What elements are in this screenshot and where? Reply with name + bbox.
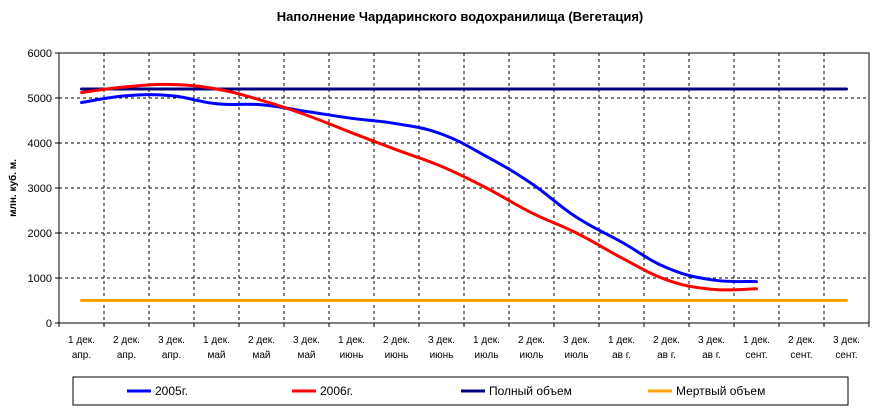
x-tick-label: 2 дек. <box>248 335 275 346</box>
x-tick-label: 3 дек. <box>158 335 185 346</box>
x-tick-label: 1 дек. <box>743 335 770 346</box>
y-tick-label: 3000 <box>28 183 52 195</box>
x-tick-label: 1 дек. <box>203 335 230 346</box>
x-tick-label: 2 дек. <box>113 335 140 346</box>
legend: 2005г. 2006г. Полный объем Мертвый объем <box>72 376 849 406</box>
x-tick-label: май <box>207 350 225 361</box>
x-tick-label: июнь <box>340 350 364 361</box>
x-tick-label: 3 дек. <box>833 335 860 346</box>
x-tick-label: июнь <box>385 350 409 361</box>
x-tick-label: 2 дек. <box>383 335 410 346</box>
grid <box>59 53 869 323</box>
series-line-2006 <box>80 82 758 292</box>
x-tick-label: 1 дек. <box>338 335 365 346</box>
x-tick-label: 3 дек. <box>428 335 455 346</box>
y-tick-label: 2000 <box>28 228 52 240</box>
series-line-2005 <box>80 93 758 284</box>
x-tick-label: 1 дек. <box>608 335 635 346</box>
x-tick-label: 2 дек. <box>653 335 680 346</box>
y-tick-label: 4000 <box>28 138 52 150</box>
legend-entry-2005-label: 2005г. <box>155 384 188 398</box>
x-tick-label: июль <box>520 350 544 361</box>
x-tick-label: апр. <box>72 350 91 361</box>
x-tick-label: май <box>297 350 315 361</box>
x-tick-label: сент. <box>835 350 857 361</box>
y-tick-label: 6000 <box>28 48 52 60</box>
x-tick-label: июль <box>475 350 499 361</box>
y-tick-label: 5000 <box>28 93 52 105</box>
series-lines <box>80 82 848 302</box>
x-tick-label: май <box>252 350 270 361</box>
x-tick-label: сент. <box>745 350 767 361</box>
x-tick-label: ав г. <box>657 350 676 361</box>
axes: 0 1000 2000 3000 4000 5000 6000 1 дек. апр. 2 дек… <box>28 48 870 361</box>
x-tick-label: апр. <box>117 350 136 361</box>
y-axis-label: млн. куб. м. <box>7 159 19 217</box>
legend-entry-dead-volume-label: Мертвый объем <box>676 384 765 398</box>
x-tick-label: июль <box>565 350 589 361</box>
x-tick-label: июнь <box>430 350 454 361</box>
x-tick-label: 3 дек. <box>698 335 725 346</box>
chart-title: Наполнение Чардаринского водохранилища (… <box>277 9 644 24</box>
x-tick-label: 1 дек. <box>68 335 95 346</box>
x-tick-label: 2 дек. <box>518 335 545 346</box>
x-tick-label: 3 дек. <box>563 335 590 346</box>
y-tick-label: 1000 <box>28 273 52 285</box>
x-tick-label: апр. <box>162 350 181 361</box>
x-tick-label: ав г. <box>702 350 721 361</box>
y-tick-label: 0 <box>46 318 52 330</box>
x-tick-label: 1 дек. <box>473 335 500 346</box>
x-tick-label: ав г. <box>612 350 631 361</box>
x-tick-label: 2 дек. <box>788 335 815 346</box>
legend-entry-2006-label: 2006г. <box>320 384 353 398</box>
legend-box <box>72 376 849 406</box>
x-tick-label: сент. <box>790 350 812 361</box>
x-tick-label: 3 дек. <box>293 335 320 346</box>
legend-entry-full-volume-label: Полный объем <box>489 384 572 398</box>
